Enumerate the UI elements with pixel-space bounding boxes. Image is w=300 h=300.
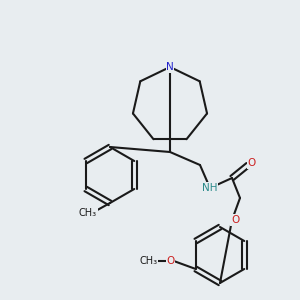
Text: O: O xyxy=(167,256,175,266)
Text: N: N xyxy=(166,62,174,72)
Text: CH₃: CH₃ xyxy=(140,256,158,266)
Text: CH₃: CH₃ xyxy=(79,208,97,218)
Text: O: O xyxy=(248,158,256,168)
Text: NH: NH xyxy=(202,183,218,193)
Text: O: O xyxy=(231,215,239,225)
